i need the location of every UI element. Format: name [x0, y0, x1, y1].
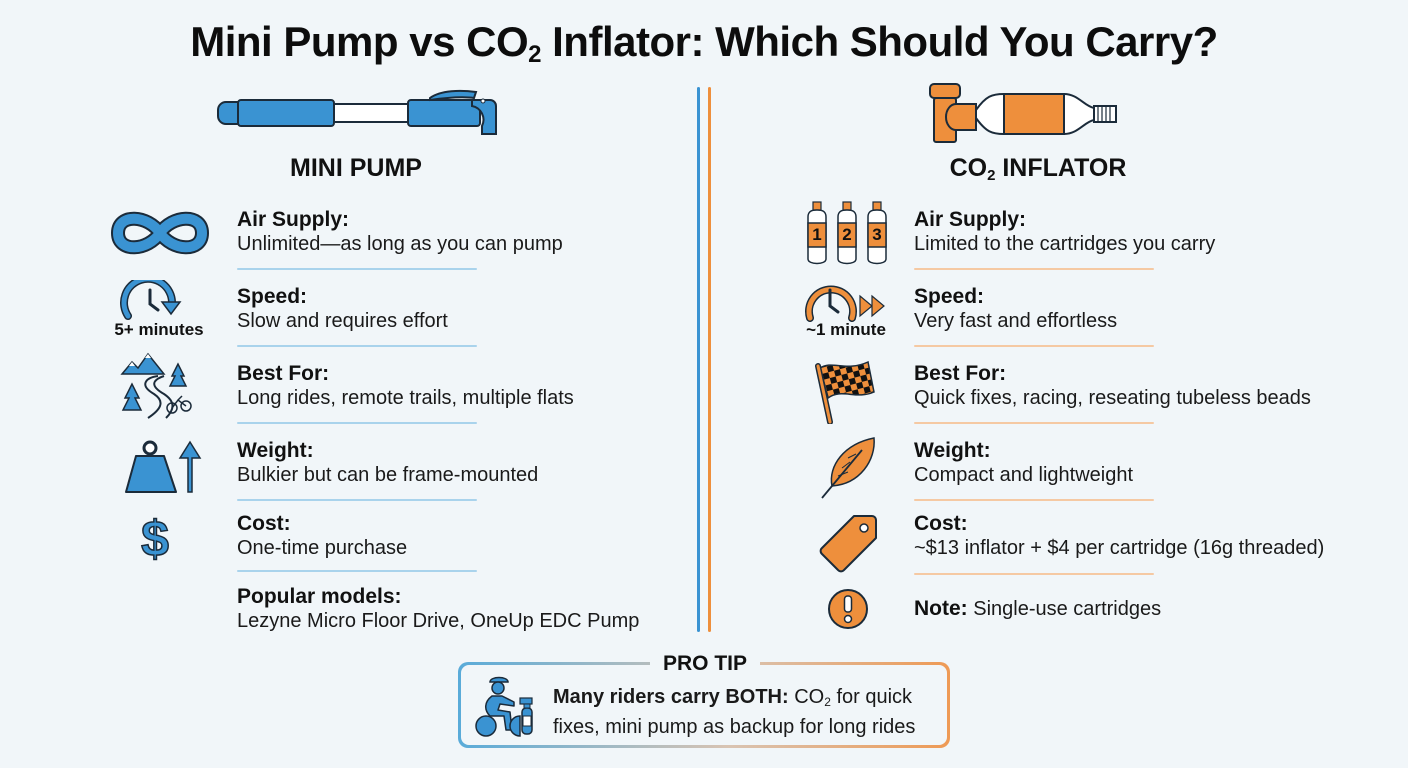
svg-text:$: $ [141, 512, 169, 564]
separator [914, 573, 1154, 575]
co2-inflator-heading: CO2 INFLATOR [949, 154, 1127, 184]
co2-best-for: Best For: Quick fixes, racing, reseating… [914, 362, 1311, 409]
separator [914, 345, 1154, 347]
mini-pump-speed: Speed: Slow and requires effort [237, 285, 448, 332]
dollar-icon: $ [140, 512, 170, 564]
price-tag-icon [819, 515, 877, 573]
co2-cost: Cost: ~$13 inflator + $4 per cartridge (… [914, 512, 1325, 559]
fast-clock-icon [805, 285, 885, 322]
cartridge-number: 3 [872, 225, 882, 244]
divider-blue [697, 87, 700, 632]
co2-speed: Speed: Very fast and effortless [914, 285, 1118, 332]
mini-pump-illustration [217, 89, 497, 135]
co2-weight: Weight: Compact and lightweight [914, 439, 1134, 486]
clock-arrow-icon [120, 280, 182, 320]
cartridges-icon: 1 2 3 [804, 201, 892, 267]
mini-pump-popular-models: Popular models: Lezyne Micro Floor Drive… [237, 585, 640, 632]
speed-caption: 5+ minutes [114, 320, 204, 339]
cartridge-number: 2 [842, 225, 852, 244]
separator [237, 268, 477, 270]
infinity-icon [111, 211, 209, 255]
checkered-flag-icon [815, 360, 875, 424]
separator [237, 345, 477, 347]
page-title: Mini Pump vs CO2 Inflator: Which Should … [190, 18, 1218, 68]
separator [237, 422, 477, 424]
co2-air-supply: Air Supply: Limited to the cartridges yo… [914, 208, 1216, 255]
divider-orange [708, 87, 711, 632]
separator [914, 422, 1154, 424]
cartridge-number: 1 [812, 225, 822, 244]
mini-pump-best-for: Best For: Long rides, remote trails, mul… [237, 362, 574, 409]
pro-tip-heading: PRO TIP [650, 652, 760, 676]
separator [914, 268, 1154, 270]
mini-pump-weight: Weight: Bulkier but can be frame-mounted [237, 439, 539, 486]
pro-tip-text: Many riders carry BOTH: CO2 for quick fi… [553, 686, 916, 738]
exclamation-icon [828, 589, 868, 629]
mini-pump-air-supply: Air Supply: Unlimited—as long as you can… [237, 208, 563, 255]
mini-pump-cost: Cost: One-time purchase [237, 512, 408, 559]
pro-tip-box [458, 662, 950, 748]
separator [237, 499, 477, 501]
separator [237, 570, 477, 572]
speed-caption: ~1 minute [806, 320, 886, 339]
cyclist-icon [475, 676, 533, 737]
feather-icon [821, 437, 875, 499]
separator [914, 499, 1154, 501]
weight-up-icon [125, 440, 202, 493]
mountain-trail-icon [120, 352, 192, 419]
co2-note: Note: Single-use cartridges [914, 597, 1162, 620]
mini-pump-heading: MINI PUMP [290, 154, 422, 182]
co2-inflator-illustration [929, 83, 1117, 143]
